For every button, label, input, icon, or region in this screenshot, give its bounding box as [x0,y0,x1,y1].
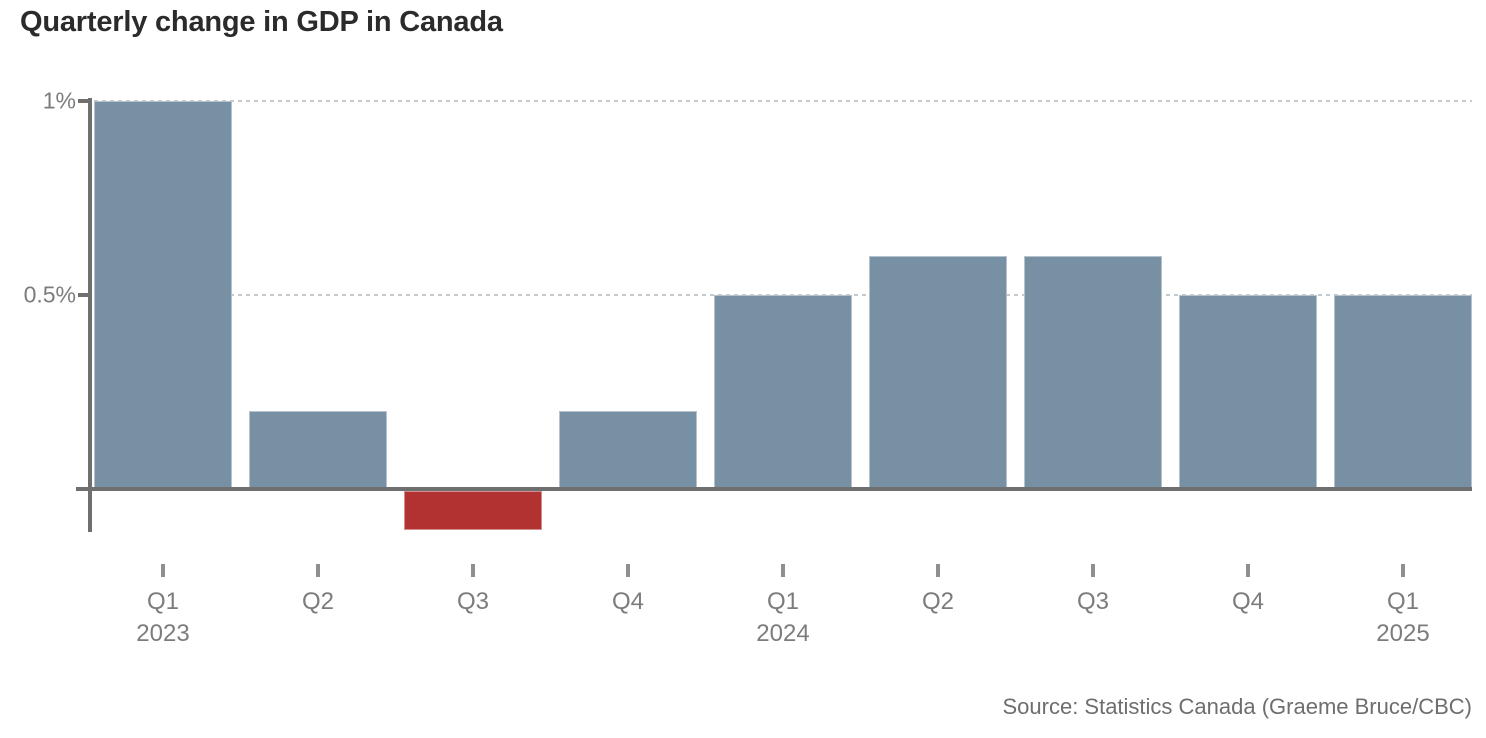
x-axis-quarter-label: Q2 [301,588,334,615]
x-axis-tick [1091,564,1095,577]
zero-baseline [76,487,1472,491]
bar-q2-2024 [869,256,1007,489]
x-axis-quarter-label: Q4 [611,588,644,615]
bar-q3-2023 [404,491,542,530]
x-axis-year-label: 2023 [136,620,190,647]
x-axis-tick [626,564,630,577]
x-axis-year-label: 2024 [756,620,810,647]
x-axis-quarter-label: Q1 [146,588,179,615]
page-title: Quarterly change in GDP in Canada [20,6,503,38]
x-axis-tick [316,564,320,577]
bar-q1-2025 [1334,295,1472,489]
bar-q1-2024 [714,295,852,489]
x-axis-year-label: 2025 [1376,620,1430,647]
x-axis-quarter-label: Q3 [456,588,489,615]
y-axis-tick-label: 1% [42,87,76,114]
x-axis-quarter-label: Q4 [1231,588,1264,615]
gridline-1% [94,100,1472,102]
bar-q3-2024 [1024,256,1162,489]
x-axis-quarter-label: Q1 [766,588,799,615]
bar-q4-2024 [1179,295,1317,489]
y-axis-line [88,98,92,532]
x-axis-quarter-label: Q3 [1076,588,1109,615]
x-axis-quarter-label: Q1 [1386,588,1419,615]
y-axis-tick-label: 0.5% [23,281,76,308]
y-axis-tick [78,99,92,103]
x-axis-tick [781,564,785,577]
bar-q4-2023 [559,411,697,489]
bar-q2-2023 [249,411,387,489]
x-axis-tick [471,564,475,577]
x-axis-tick [936,564,940,577]
x-axis-quarter-label: Q2 [921,588,954,615]
x-axis-tick [1401,564,1405,577]
chart-source-credit: Source: Statistics Canada (Graeme Bruce/… [1002,694,1472,719]
x-axis-tick [161,564,165,577]
x-axis-tick [1246,564,1250,577]
bar-q1-2023 [94,101,232,489]
y-axis-tick [78,293,92,297]
